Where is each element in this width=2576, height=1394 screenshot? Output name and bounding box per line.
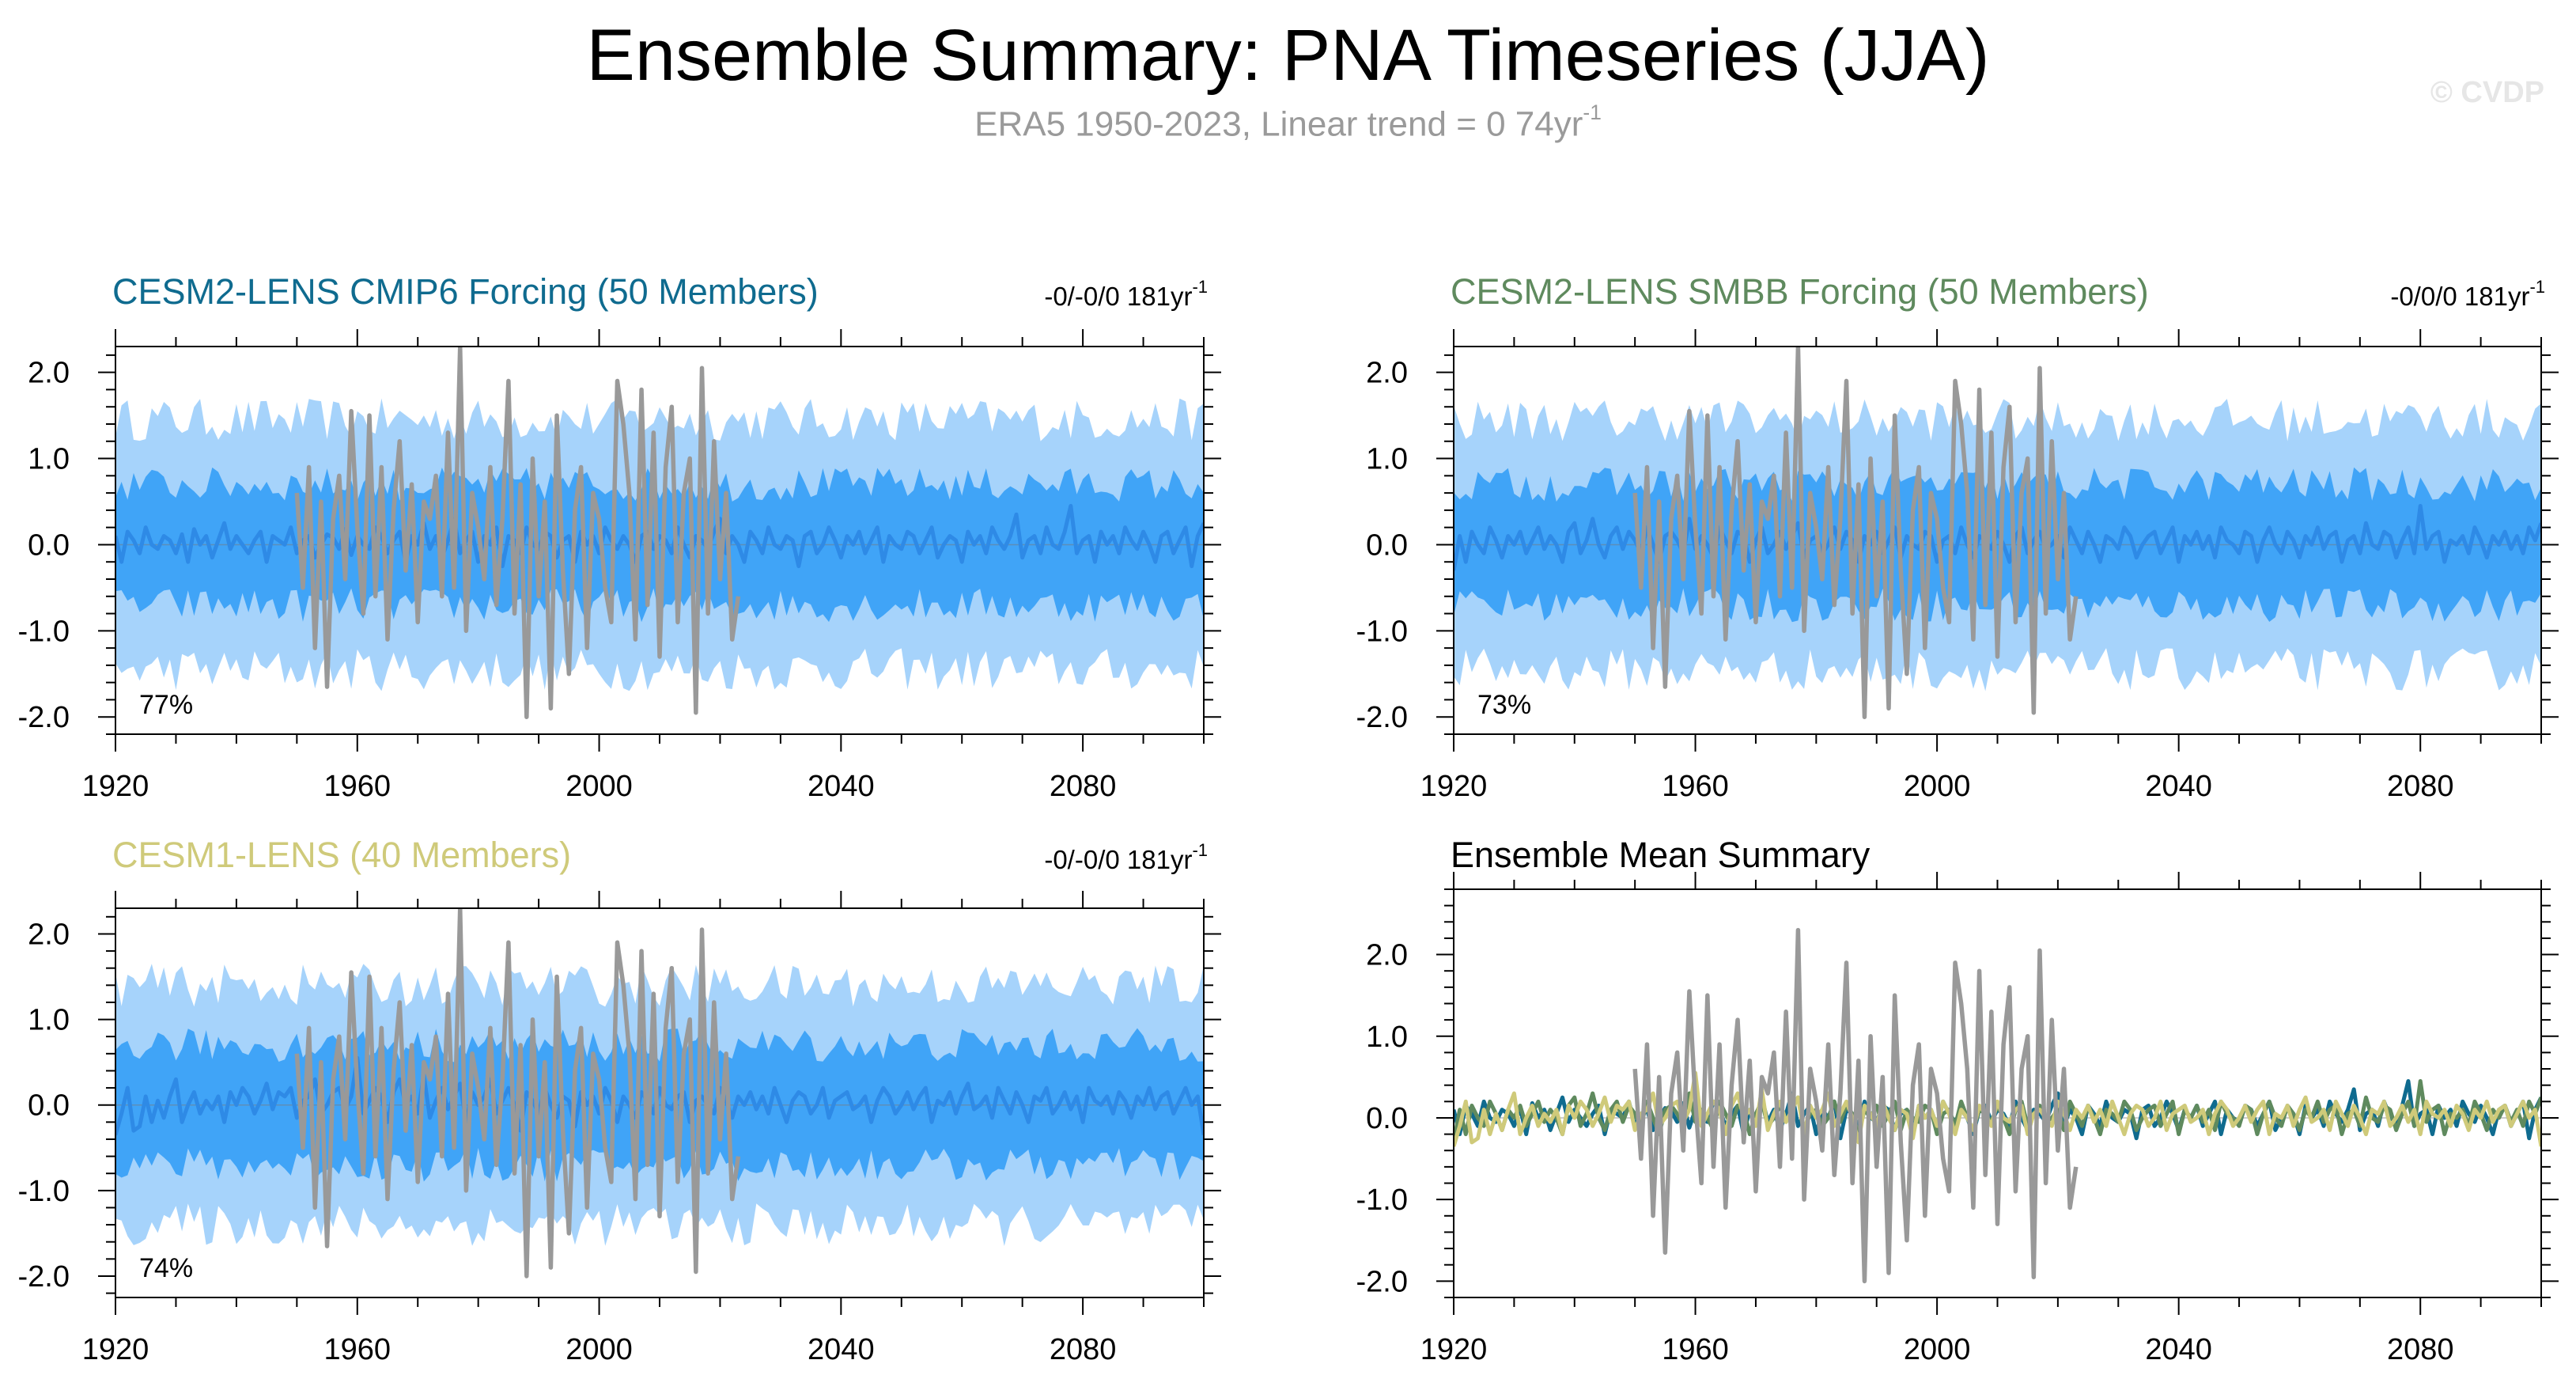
y-tick-label: 2.0 <box>1366 939 1408 972</box>
y-tick-label: -1.0 <box>18 1175 70 1208</box>
percent-label: 74% <box>139 1253 193 1283</box>
panel-4: 1920 1960 2000 2040 2080 -2.0 -1.0 0.0 1.0 2.0 Ens… <box>1356 835 2559 1366</box>
x-tick-label: 2000 <box>566 770 633 803</box>
page-subtitle: ERA5 1950-2023, Linear trend = 0 74yr-1 <box>0 100 2576 145</box>
y-tick-label: 1.0 <box>28 1004 70 1037</box>
x-tick-label: 2040 <box>808 770 875 803</box>
y-tick-label: 1.0 <box>28 443 70 476</box>
series-cesm1-mean <box>1454 1070 2541 1147</box>
series-observations <box>1632 347 2079 719</box>
plot-area <box>1454 927 2541 1284</box>
x-tick-label: 1960 <box>1662 1333 1729 1366</box>
x-tick-label: 1960 <box>324 1333 392 1366</box>
x-tick-label: 2000 <box>1904 1333 1971 1366</box>
panel-1: 1920 1960 2000 2040 2080 -2.0 -1.0 0.0 1.0 2.0 CES… <box>18 271 1221 803</box>
x-tick-label: 2040 <box>2145 1333 2212 1366</box>
x-tick-label: 2080 <box>1050 770 1117 803</box>
y-tick-label: -1.0 <box>1356 615 1408 648</box>
series-observations <box>294 347 741 719</box>
panel-title: CESM1-LENS (40 Members) <box>112 835 571 875</box>
trend-text: -0/0/0 181yr <box>2390 282 2529 311</box>
y-tick-label: 0.0 <box>1366 528 1408 562</box>
x-tick-label: 1920 <box>82 770 149 803</box>
x-tick-label: 2080 <box>2387 770 2454 803</box>
trend-label: -0/-0/0 181yr-1 <box>1044 277 1208 311</box>
subtitle-text: ERA5 1950-2023, Linear trend = 0 74yr <box>974 104 1583 144</box>
y-tick-label: 1.0 <box>1366 1021 1408 1054</box>
series-ensemble-mean <box>115 1055 1204 1136</box>
trend-label: -0/0/0 181yr-1 <box>2390 277 2545 311</box>
trend-exponent: -1 <box>1192 277 1208 297</box>
trend-exponent: -1 <box>1192 840 1208 860</box>
y-tick-label: 2.0 <box>28 357 70 390</box>
y-tick-label: 0.0 <box>1366 1102 1408 1135</box>
x-tick-label: 2040 <box>808 1333 875 1366</box>
y-tick-label: 1.0 <box>1366 443 1408 476</box>
page-title: Ensemble Summary: PNA Timeseries (JJA) <box>586 15 1990 96</box>
trend-text: -0/-0/0 181yr <box>1044 282 1192 311</box>
plot-frame <box>1453 888 2542 1298</box>
y-tick-label: 2.0 <box>28 918 70 951</box>
trend-text: -0/-0/0 181yr <box>1044 845 1192 874</box>
plot-area <box>115 908 1204 1278</box>
trend-exponent: -1 <box>2529 277 2545 297</box>
series-ensemble-mean <box>1454 503 2541 571</box>
y-tick-label: 0.0 <box>28 528 70 562</box>
x-tick-label: 2040 <box>2145 770 2212 803</box>
percent-label: 73% <box>1477 690 1531 720</box>
subtitle-exponent: -1 <box>1583 100 1602 124</box>
panel-title: Ensemble Mean Summary <box>1451 835 1871 875</box>
x-tick-label: 2000 <box>1904 770 1971 803</box>
x-tick-label: 2080 <box>2387 1333 2454 1366</box>
y-tick-label: -1.0 <box>18 615 70 648</box>
panel-2: 1920 1960 2000 2040 2080 -2.0 -1.0 0.0 1.0 2.0 CES… <box>1356 271 2559 803</box>
y-tick-label: -2.0 <box>18 701 70 734</box>
panel-title: CESM2-LENS SMBB Forcing (50 Members) <box>1451 271 2149 312</box>
panel-title: CESM2-LENS CMIP6 Forcing (50 Members) <box>112 271 819 312</box>
y-tick-label: 0.0 <box>28 1089 70 1123</box>
y-tick-label: -2.0 <box>18 1260 70 1294</box>
series-ensemble-mean <box>115 503 1204 569</box>
percent-label: 77% <box>139 690 193 720</box>
x-tick-label: 2080 <box>1050 1333 1117 1366</box>
plot-area <box>1454 347 2541 719</box>
y-tick-label: -2.0 <box>1356 701 1408 734</box>
x-tick-label: 1960 <box>1662 770 1729 803</box>
x-tick-label: 1960 <box>324 770 392 803</box>
plot-area <box>115 347 1204 719</box>
x-tick-label: 1920 <box>1420 1333 1488 1366</box>
y-tick-label: 2.0 <box>1366 357 1408 390</box>
y-tick-label: -1.0 <box>1356 1184 1408 1217</box>
x-tick-label: 2000 <box>566 1333 633 1366</box>
x-tick-label: 1920 <box>1420 770 1488 803</box>
series-observations <box>294 908 741 1278</box>
trend-label: -0/-0/0 181yr-1 <box>1044 840 1208 874</box>
x-tick-label: 1920 <box>82 1333 149 1366</box>
y-tick-label: -2.0 <box>1356 1265 1408 1298</box>
series-observations <box>1632 927 2079 1284</box>
panel-3: 1920 1960 2000 2040 2080 -2.0 -1.0 0.0 1.0 2.0 CES… <box>18 835 1221 1366</box>
cvdp-watermark: © CVDP <box>2430 76 2544 109</box>
